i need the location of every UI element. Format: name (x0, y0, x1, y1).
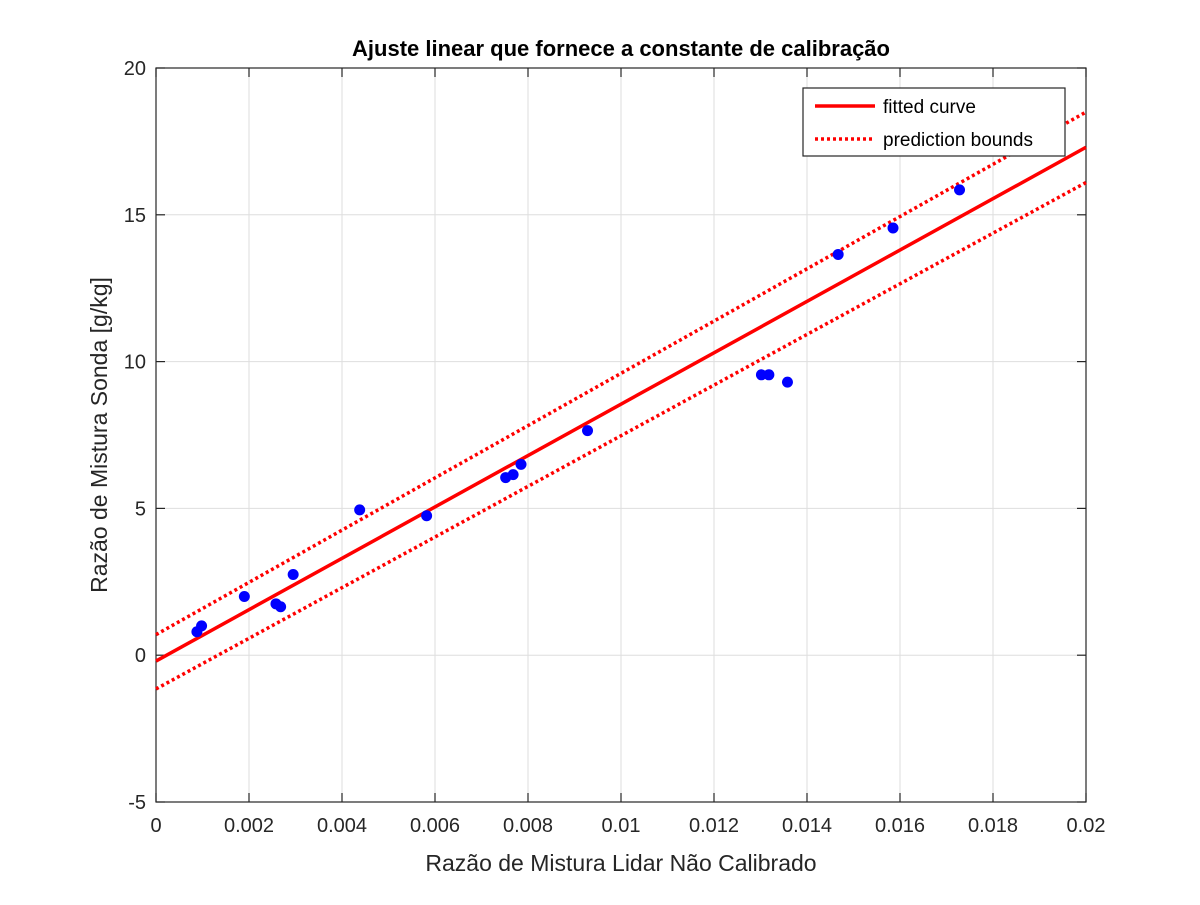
series-lines (155, 110, 1087, 691)
x-tick-label: 0.006 (410, 815, 460, 837)
prediction-bound-line (155, 180, 1087, 691)
legend-label-fitted-curve: fitted curve (883, 97, 976, 118)
chart-title: Ajuste linear que fornece a constante de… (352, 36, 890, 61)
data-point (582, 425, 594, 437)
tick-labels: 0 0.002 0.004 0.006 0.008 0.01 0.012 0.014 0.016… (124, 58, 1106, 837)
data-point (507, 469, 519, 481)
axes (155, 67, 1087, 803)
legend-box (802, 87, 1066, 157)
x-tick-label: 0.016 (875, 815, 925, 837)
data-points (191, 184, 966, 638)
x-tick-label: 0.02 (1067, 815, 1106, 837)
legend-label-prediction-bounds: prediction bounds (883, 130, 1033, 151)
y-tick-label: -5 (128, 792, 146, 814)
y-tick-label: 20 (124, 58, 146, 80)
data-point (238, 590, 250, 602)
x-tick-label: 0.018 (968, 815, 1018, 837)
data-point (354, 504, 366, 516)
y-tick-label: 15 (124, 205, 146, 227)
fitted-curve-line (155, 145, 1087, 663)
data-point (781, 376, 793, 388)
x-axis-label: Razão de Mistura Lidar Não Calibrado (425, 850, 816, 876)
data-point (515, 458, 527, 470)
data-point (275, 601, 287, 613)
data-point (832, 248, 844, 260)
prediction-bound-line (155, 110, 1087, 637)
data-point (954, 184, 966, 196)
x-tick-label: 0.002 (224, 815, 274, 837)
data-point (887, 222, 899, 234)
data-point (421, 510, 433, 522)
x-tick-label: 0.012 (689, 815, 739, 837)
y-tick-label: 0 (135, 645, 146, 667)
x-tick-label: 0 (150, 815, 161, 837)
legend: fitted curve prediction bounds (802, 87, 1066, 157)
x-tick-label: 0.004 (317, 815, 367, 837)
x-tick-label: 0.008 (503, 815, 553, 837)
y-tick-label: 5 (135, 498, 146, 520)
y-axis-label: Razão de Mistura Sonda [g/kg] (86, 277, 112, 593)
data-point (196, 620, 208, 632)
x-tick-label: 0.01 (602, 815, 641, 837)
y-tick-label: 10 (124, 352, 146, 374)
x-tick-label: 0.014 (782, 815, 832, 837)
data-point (287, 568, 299, 580)
data-point (763, 369, 775, 381)
